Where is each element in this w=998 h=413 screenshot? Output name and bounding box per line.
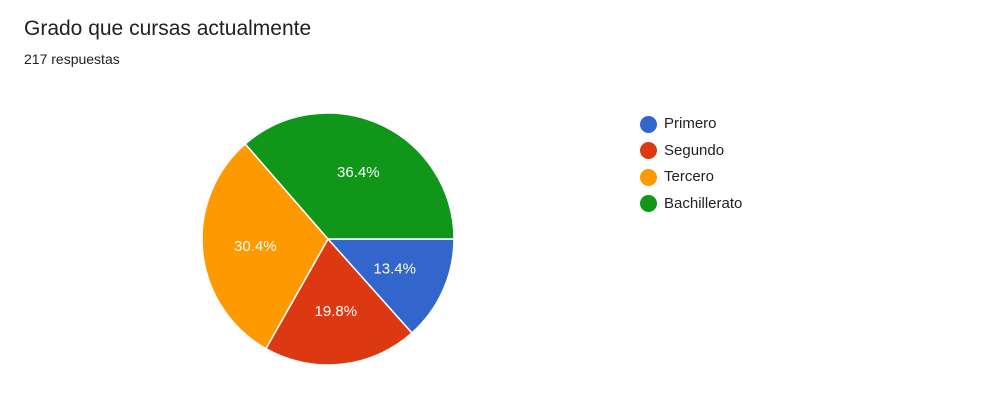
legend-swatch-primero xyxy=(640,115,657,133)
chart-legend: Primero Segundo Tercero Bachillerato xyxy=(640,111,742,217)
legend-label-bachillerato: Bachillerato xyxy=(664,194,743,212)
legend-item-tercero[interactable]: Tercero xyxy=(640,164,742,191)
legend-item-bachillerato[interactable]: Bachillerato xyxy=(640,191,742,218)
legend-swatch-segundo xyxy=(640,142,657,160)
chart-title: Grado que cursas actualmente xyxy=(24,17,312,40)
pie-slices xyxy=(201,112,455,366)
pie-slice-primero[interactable] xyxy=(326,238,455,335)
pie-slice-tercero[interactable] xyxy=(201,142,329,350)
legend-label-primero: Primero xyxy=(664,115,717,133)
slice-label-bachillerato: 36.4% xyxy=(337,164,380,181)
legend-swatch-bachillerato xyxy=(640,195,657,213)
pie-slice-segundo[interactable] xyxy=(264,237,413,366)
response-count: 217 respuestas xyxy=(24,51,120,67)
legend-label-segundo: Segundo xyxy=(664,141,725,159)
legend-swatch-tercero xyxy=(640,168,657,186)
slice-label-primero: 13.4% xyxy=(373,260,416,277)
pie-slice-bachillerato[interactable] xyxy=(244,112,455,240)
slice-label-tercero: 30.4% xyxy=(234,238,277,255)
legend-item-segundo[interactable]: Segundo xyxy=(640,138,742,165)
slice-label-segundo: 19.8% xyxy=(315,303,358,320)
legend-item-primero[interactable]: Primero xyxy=(640,111,742,138)
legend-label-tercero: Tercero xyxy=(664,168,715,186)
pie-slice-labels: 13.4% 19.8% 30.4% 36.4% xyxy=(234,164,416,320)
